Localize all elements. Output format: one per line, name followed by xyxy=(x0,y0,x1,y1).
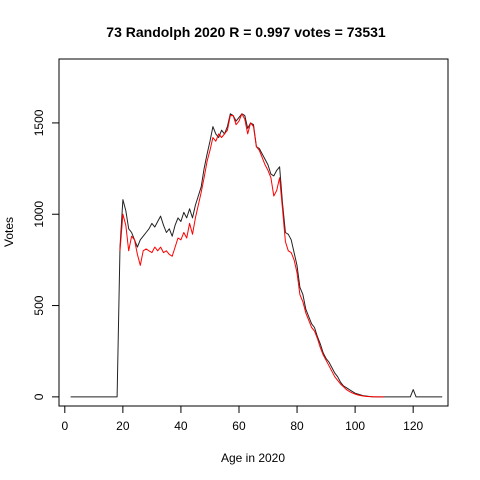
x-axis-label: Age in 2020 xyxy=(221,451,285,465)
y-tick-label: 1000 xyxy=(32,201,46,228)
x-tick-label: 60 xyxy=(232,419,246,433)
x-tick-label: 80 xyxy=(290,419,304,433)
x-tick-label: 100 xyxy=(345,419,365,433)
x-tick-label: 40 xyxy=(174,419,188,433)
x-axis: 0 20 40 60 80 100 120 xyxy=(61,405,423,433)
x-tick-label: 120 xyxy=(403,419,423,433)
x-tick-label: 20 xyxy=(116,419,130,433)
y-axis-label: Votes xyxy=(2,217,16,247)
x-tick-label: 0 xyxy=(61,419,68,433)
chart-title: 73 Randolph 2020 R = 0.997 votes = 73531 xyxy=(106,24,386,40)
y-tick-label: 0 xyxy=(32,393,46,400)
series-line-1 xyxy=(70,113,443,398)
y-tick-label: 1500 xyxy=(32,109,46,136)
y-axis: 0 500 1000 1500 xyxy=(32,109,60,400)
series-layer xyxy=(70,113,443,398)
series-line-2 xyxy=(119,113,385,398)
y-tick-label: 500 xyxy=(32,295,46,315)
